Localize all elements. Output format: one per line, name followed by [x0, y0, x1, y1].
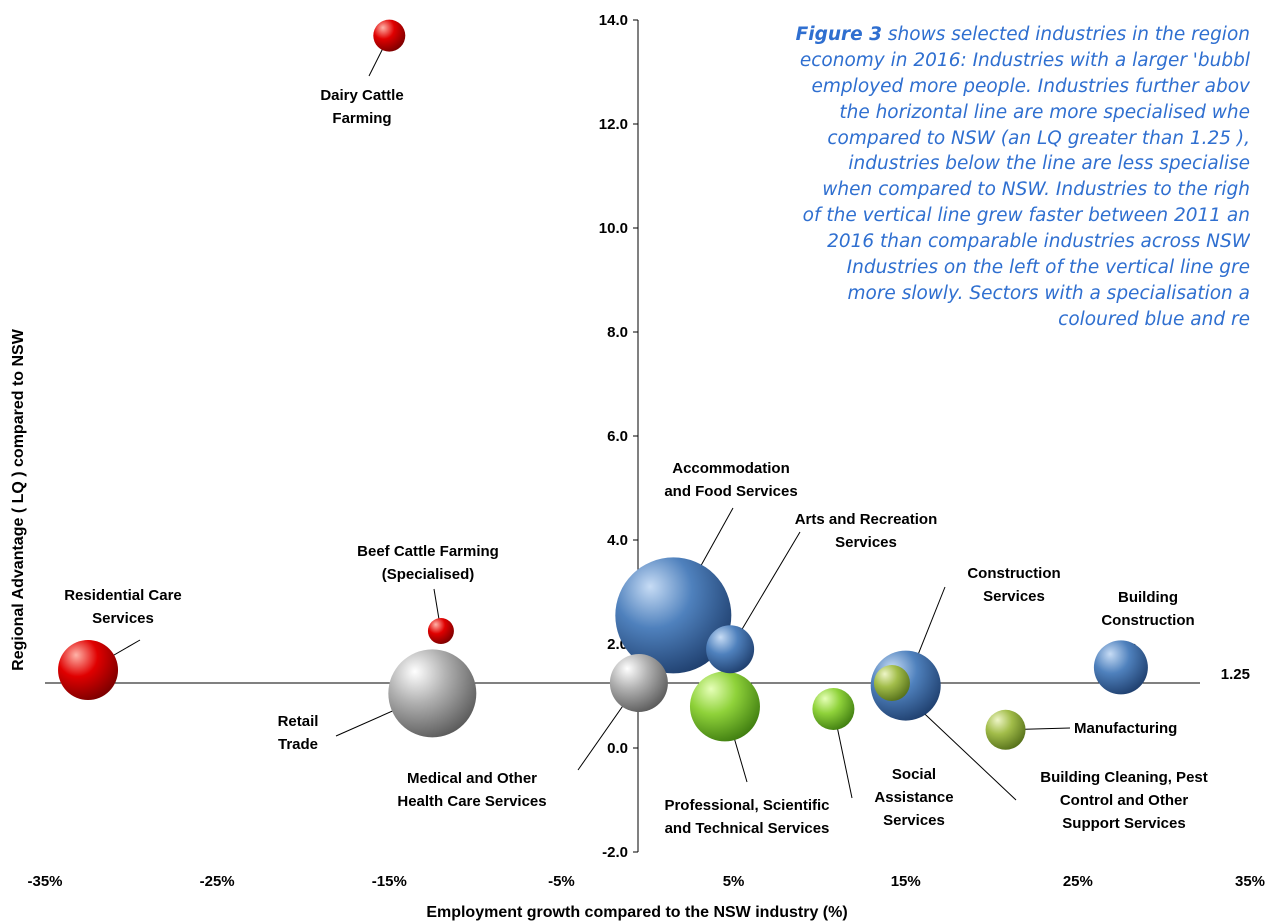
bubble-dairy-cattle-farming	[373, 19, 406, 52]
label-medical-and-other-health-care-services: Medical and Other Health Care Services	[397, 770, 546, 810]
annotation-line-1: Figure 3 shows selected industries in th…	[795, 24, 1250, 45]
bubble-professional-scientific-and-technical-services	[689, 671, 760, 742]
bubble-residential-care-services	[58, 640, 119, 700]
annotation-line-11: more slowly. Sectors with a specialisati…	[847, 282, 1250, 304]
bubble-retail-trade	[388, 649, 477, 738]
label-retail-trade: Retail Trade	[278, 713, 319, 753]
annotation-line-10: Industries on the left of the vertical l…	[846, 257, 1250, 279]
annotation-line-8: of the vertical line grew faster between…	[802, 205, 1250, 227]
figure-reference: Figure 3	[795, 24, 883, 45]
label-professional-scientific-and-technical-services: Professional, Scientific and Technical Se…	[664, 797, 829, 837]
y-axis-title: Regional Advantage ( LQ ) compared to NS…	[10, 328, 27, 671]
label-beef-cattle-farming-specialised: Beef Cattle Farming (Specialised)	[357, 543, 499, 583]
bubble-accommodation-and-food-services	[615, 557, 732, 674]
y-tick-label: 4.0	[607, 532, 628, 549]
label-dairy-cattle-farming: Dairy Cattle Farming	[320, 87, 403, 127]
bubble-manufacturing	[985, 709, 1026, 750]
y-tick-label: 14.0	[599, 12, 628, 29]
label-building-cleaning-pest-control-and-other-support-services: Building Cleaning, Pest Control and Other…	[1040, 769, 1208, 832]
x-tick-label: 35%	[1235, 873, 1265, 890]
label-social-assistance-services: Social Assistance Services	[874, 766, 953, 829]
x-tick-label: 5%	[723, 873, 745, 890]
label-manufacturing: Manufacturing	[1074, 720, 1177, 737]
annotation-line-4: the horizontal line are more specialised…	[839, 101, 1250, 123]
annotation-line-7: when compared to NSW. Industries to the …	[822, 179, 1250, 201]
bubble-social-assistance-services	[812, 688, 855, 730]
y-tick-label: 0.0	[607, 740, 628, 757]
bubble-arts-and-recreation-services	[706, 625, 755, 674]
label-building-construction: Building Construction	[1101, 589, 1194, 629]
label-accommodation-and-food-services: Accommodation and Food Services	[664, 460, 797, 500]
x-tick-label: -35%	[27, 873, 62, 890]
x-tick-label: -25%	[200, 873, 235, 890]
annotation-line-2: economy in 2016: Industries with a large…	[799, 49, 1250, 71]
bubble-beef-cattle-farming-specialised	[427, 618, 454, 644]
bubbles	[58, 19, 1148, 750]
bubble-building-cleaning-pest-control-and-other-support-services	[873, 665, 910, 701]
label-residential-care-services: Residential Care Services	[64, 587, 182, 627]
y-tick-label: 12.0	[599, 116, 628, 133]
annotation-line-12: coloured blue and re	[1058, 308, 1250, 330]
tick-labels: -2.00.02.04.06.08.010.012.014.0-35% -25% -…	[27, 12, 1265, 890]
annotation-line-5: compared to NSW (an LQ greater than 1.25…	[827, 127, 1250, 149]
bubble-building-construction	[1093, 640, 1148, 695]
label-construction-services: Construction Services	[967, 565, 1060, 605]
annotation-line-3: employed more people. Industries further…	[811, 75, 1250, 97]
annotation-line-9: 2016 than comparable industries across N…	[827, 231, 1250, 253]
y-tick-label: 8.0	[607, 324, 628, 341]
y-tick-label: 10.0	[599, 220, 628, 237]
figure-annotation: Figure 3 shows selected industries in th…	[770, 22, 1250, 333]
bubble-labels: Dairy Cattle Farming Residential Care Servi…	[64, 87, 1208, 837]
y-tick-label: 6.0	[607, 428, 628, 445]
reference-line-label: 1.25	[1221, 666, 1250, 683]
x-tick-label: -15%	[372, 873, 407, 890]
x-tick-label: 25%	[1063, 873, 1093, 890]
annotation-line-6: industries below the line are less speci…	[848, 153, 1250, 175]
x-tick-label: 15%	[891, 873, 921, 890]
bubble-medical-and-other-health-care-services	[609, 654, 668, 712]
y-tick-label: -2.0	[602, 844, 628, 861]
x-axis-title: Employment growth compared to the NSW in…	[426, 904, 847, 921]
x-tick-label: -5%	[548, 873, 575, 890]
label-arts-and-recreation-services: Arts and Recreation Services	[795, 511, 938, 551]
